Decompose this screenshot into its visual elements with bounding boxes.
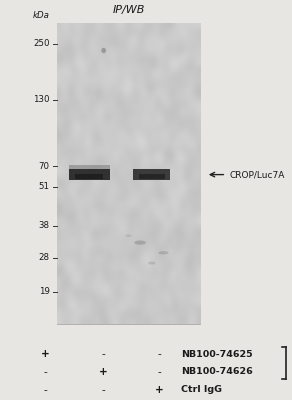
Circle shape bbox=[101, 48, 106, 53]
Text: -: - bbox=[157, 367, 161, 377]
Text: -: - bbox=[157, 349, 161, 359]
Bar bbox=[75, 174, 103, 179]
Text: -: - bbox=[102, 385, 105, 395]
Text: NB100-74626: NB100-74626 bbox=[181, 368, 253, 376]
Ellipse shape bbox=[126, 234, 131, 237]
Text: 130: 130 bbox=[33, 95, 50, 104]
Bar bbox=[133, 169, 170, 180]
Text: Ctrl IgG: Ctrl IgG bbox=[181, 386, 222, 394]
Text: -: - bbox=[44, 367, 47, 377]
Ellipse shape bbox=[158, 251, 169, 254]
Text: CROP/Luc7A: CROP/Luc7A bbox=[229, 170, 285, 179]
Text: 51: 51 bbox=[39, 182, 50, 191]
Bar bbox=[69, 169, 110, 180]
Text: -: - bbox=[102, 349, 105, 359]
Text: kDa: kDa bbox=[33, 11, 50, 20]
Text: 38: 38 bbox=[39, 221, 50, 230]
Text: +: + bbox=[155, 385, 164, 395]
Text: NB100-74625: NB100-74625 bbox=[181, 350, 253, 358]
Text: +: + bbox=[41, 349, 50, 359]
Text: IP/WB: IP/WB bbox=[112, 5, 145, 15]
Text: 250: 250 bbox=[33, 39, 50, 48]
Ellipse shape bbox=[134, 240, 146, 245]
Text: 70: 70 bbox=[39, 162, 50, 170]
Ellipse shape bbox=[148, 262, 155, 264]
Text: +: + bbox=[99, 367, 108, 377]
Text: -: - bbox=[44, 385, 47, 395]
Text: 28: 28 bbox=[39, 254, 50, 262]
Bar bbox=[139, 174, 165, 179]
Bar bbox=[57, 23, 200, 324]
Text: 19: 19 bbox=[39, 287, 50, 296]
Bar bbox=[69, 165, 110, 169]
